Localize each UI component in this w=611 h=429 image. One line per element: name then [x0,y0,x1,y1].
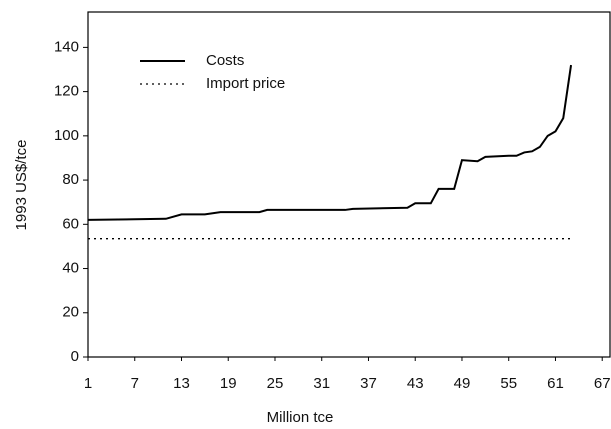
x-tick-label: 49 [454,375,471,392]
legend-label: Costs [206,52,244,69]
x-tick-label: 61 [547,375,564,392]
x-tick-label: 55 [500,375,517,392]
series-line [87,64,573,221]
y-tick-label: 140 [54,38,79,55]
x-tick-label: 67 [594,375,611,392]
x-tick-label: 31 [313,375,330,392]
y-tick-label: 0 [71,348,79,365]
y-tick-label: 100 [54,127,79,144]
x-axis-label: Million tce [267,409,334,426]
x-tick-label: 7 [131,375,139,392]
x-tick-label: 43 [407,375,424,392]
y-tick-label: 40 [62,260,79,277]
y-tick-label: 20 [62,304,79,321]
x-tick-label: 19 [220,375,237,392]
x-tick-label: 37 [360,375,377,392]
x-tick-label: 25 [267,375,284,392]
y-tick-label: 80 [62,171,79,188]
y-axis-label: 1993 US$/tce [13,140,30,231]
x-tick-label: 13 [173,375,190,392]
x-tick-label: 1 [84,375,92,392]
legend-label: Import price [206,75,285,92]
y-tick-label: 60 [62,215,79,232]
y-tick-label: 120 [54,83,79,100]
plot-frame [87,11,611,358]
